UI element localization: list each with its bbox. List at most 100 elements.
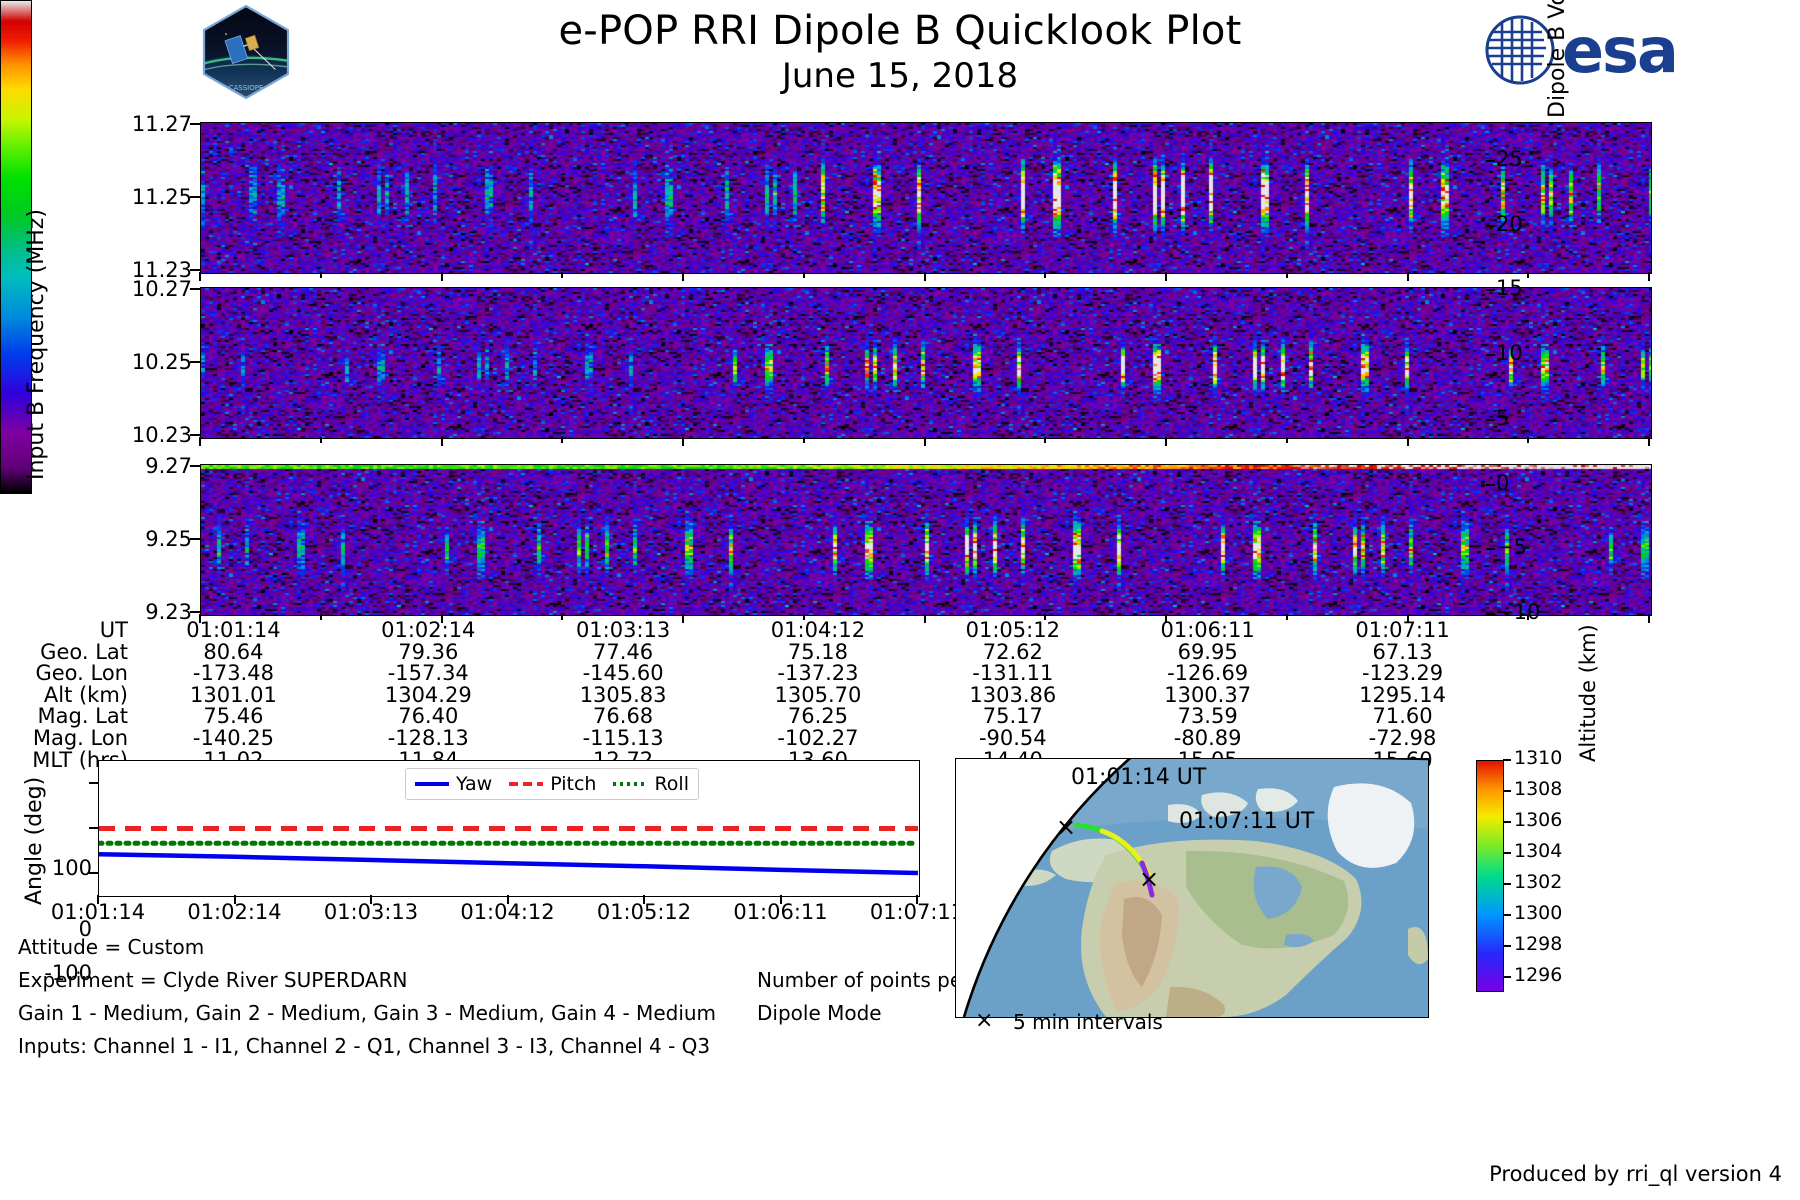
xtick-minor-mark bbox=[802, 437, 805, 443]
xtick-mark bbox=[682, 272, 684, 281]
attitude-xtick-mark bbox=[233, 895, 236, 904]
attitude-xtick-label: 01:03:13 bbox=[323, 900, 419, 924]
cassiope-logo-text: CASSIOPE bbox=[229, 84, 264, 92]
ephemeris-cell: -131.11 bbox=[972, 661, 1054, 686]
xtick-minor-mark bbox=[1285, 272, 1288, 278]
cassiope-logo-icon: CASSIOPE bbox=[196, 4, 296, 100]
altitude-tick-mark bbox=[1503, 882, 1511, 885]
ephemeris-cell: 01:03:13 bbox=[575, 618, 671, 642]
altitude-tick-mark bbox=[1503, 820, 1511, 823]
ephemeris-row-label: Mag. Lat bbox=[37, 704, 128, 729]
ephemeris-cell: 01:04:12 bbox=[770, 618, 866, 642]
colorbar-tick-label: 25 bbox=[1496, 146, 1523, 171]
map-start-time-label: 01:01:14 UT bbox=[1071, 765, 1207, 790]
altitude-tick-label: 1298 bbox=[1514, 932, 1563, 955]
xtick-mark bbox=[1165, 437, 1167, 446]
xtick-mark bbox=[923, 272, 926, 281]
xtick-minor-mark bbox=[1527, 272, 1530, 278]
xtick-mark bbox=[440, 614, 443, 623]
altitude-tick-label: 1304 bbox=[1514, 839, 1563, 862]
ephemeris-cell: -173.48 bbox=[192, 661, 274, 686]
attitude-xtick-mark bbox=[779, 895, 782, 904]
colorbar-tick-mark bbox=[1486, 354, 1495, 357]
spectrogram-panel-11mhz bbox=[200, 122, 1652, 274]
colorbar-tick-mark bbox=[1486, 613, 1495, 615]
ephemeris-cell: -126.69 bbox=[1167, 661, 1249, 686]
attitude-ytick-mark bbox=[89, 871, 99, 874]
ytick-9-27: 9.27 bbox=[145, 454, 192, 478]
colorbar-tick-mark bbox=[1486, 418, 1495, 421]
ytick-mark bbox=[190, 611, 200, 613]
altitude-tick-label: 1308 bbox=[1514, 777, 1563, 800]
legend-item-yaw: Yaw bbox=[415, 773, 492, 795]
legend-label-yaw: Yaw bbox=[456, 773, 493, 795]
ytick-mark bbox=[190, 434, 200, 436]
attitude-xtick-label: 01:07:11 bbox=[869, 900, 965, 924]
attitude-xtick-mark bbox=[506, 895, 509, 904]
ytick-mark bbox=[190, 288, 200, 290]
footer-produced-by: Produced by rri_ql version 4 bbox=[1489, 1162, 1782, 1186]
esa-logo-icon: esa bbox=[1480, 10, 1710, 90]
altitude-tick-label: 1306 bbox=[1514, 808, 1563, 831]
attitude-xtick-mark bbox=[643, 895, 645, 904]
colorbar-tick-mark bbox=[1486, 289, 1495, 292]
ephemeris-cell: -102.27 bbox=[777, 725, 859, 750]
xtick-mark bbox=[199, 272, 201, 281]
ephemeris-row: Mag. Lon -140.25 -128.13 -115.13 -102.27 -90.… bbox=[0, 725, 1500, 750]
xtick-minor-mark bbox=[1285, 614, 1288, 620]
ephemeris-cell: 1305.70 bbox=[774, 682, 862, 707]
ephemeris-cell: 79.36 bbox=[398, 639, 459, 664]
legend-label-pitch: Pitch bbox=[550, 773, 597, 795]
colorbar-tick-label: 5 bbox=[1496, 405, 1510, 430]
altitude-tick-mark bbox=[1503, 759, 1511, 761]
xtick-mark bbox=[440, 272, 443, 281]
attitude-xtick-mark bbox=[916, 895, 918, 904]
xtick-minor-mark bbox=[1527, 437, 1530, 443]
xtick-mark bbox=[1648, 614, 1650, 623]
ground-track-map: × × bbox=[955, 758, 1429, 1018]
attitude-xtick-label: 01:02:14 bbox=[187, 900, 282, 924]
xtick-mark bbox=[199, 437, 201, 446]
xtick-mark bbox=[682, 437, 684, 446]
ephemeris-row: UT 01:01:14 01:02:14 01:03:13 01:04:12 01:05:… bbox=[0, 618, 1500, 642]
ephemeris-cell: 75.17 bbox=[982, 704, 1043, 729]
spectrogram-panel-9mhz bbox=[200, 464, 1652, 616]
ephemeris-cell: -157.34 bbox=[387, 661, 469, 686]
altitude-tick-mark bbox=[1503, 851, 1511, 854]
ephemeris-cell: 1300.37 bbox=[1164, 682, 1252, 707]
xtick-minor-mark bbox=[1044, 437, 1047, 443]
xtick-mark bbox=[1406, 272, 1409, 281]
footer-experiment: Experiment = Clyde River SUPERDARN bbox=[18, 968, 408, 992]
colorbar-tick-mark bbox=[1486, 483, 1495, 486]
attitude-xtick-label: 01:01:14 bbox=[50, 900, 146, 924]
colorbar-tick-mark bbox=[1486, 224, 1495, 227]
xtick-mark bbox=[1406, 614, 1409, 623]
ephemeris-cell: 80.64 bbox=[203, 639, 264, 664]
xtick-mark bbox=[1165, 614, 1167, 623]
ytick-mark bbox=[190, 196, 200, 198]
ephemeris-cell: 76.25 bbox=[787, 704, 849, 729]
footer-attitude: Attitude = Custom bbox=[18, 935, 205, 959]
ephemeris-cell: 1303.86 bbox=[969, 682, 1057, 707]
attitude-legend: Yaw Pitch Roll bbox=[405, 768, 699, 800]
ytick-mark bbox=[190, 123, 200, 125]
attitude-ytick-mark bbox=[89, 826, 99, 829]
ephemeris-cell: 01:06:11 bbox=[1160, 618, 1255, 642]
ephemeris-cell: 1301.01 bbox=[190, 682, 277, 707]
xtick-minor-mark bbox=[802, 614, 805, 620]
footer-gains: Gain 1 - Medium, Gain 2 - Medium, Gain 3… bbox=[18, 1001, 717, 1025]
ephemeris-cell: -123.29 bbox=[1362, 661, 1444, 686]
ephemeris-cell: -140.25 bbox=[192, 725, 274, 750]
ephemeris-cell: 1304.29 bbox=[384, 682, 472, 707]
ytick-11-23: 11.23 bbox=[131, 258, 192, 282]
ephemeris-cell: 75.18 bbox=[787, 639, 849, 664]
altitude-colorbar-label: Altitude (km) bbox=[1576, 624, 1600, 762]
altitude-colorbar bbox=[1476, 760, 1504, 992]
xtick-mark bbox=[923, 437, 926, 446]
ephemeris-row: Geo. Lat 80.64 79.36 77.46 75.18 72.62 69.95 67… bbox=[0, 639, 1500, 664]
altitude-tick-mark bbox=[1503, 975, 1511, 978]
xtick-mark bbox=[682, 614, 684, 623]
legend-swatch-pitch bbox=[509, 782, 544, 786]
colorbar-tick-mark bbox=[1486, 159, 1495, 162]
altitude-tick-mark bbox=[1503, 913, 1511, 916]
